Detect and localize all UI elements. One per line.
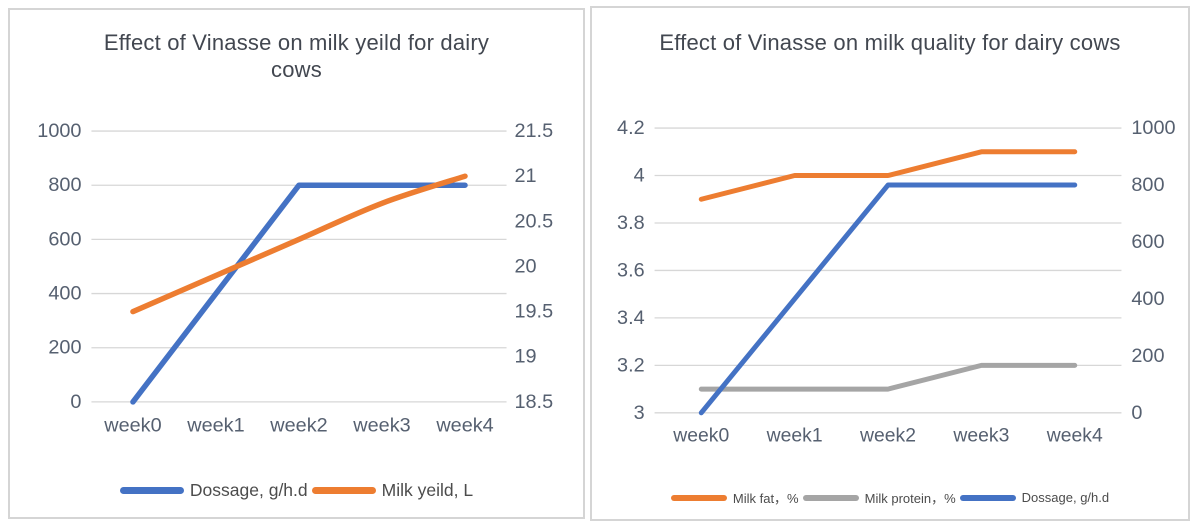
legend-swatch xyxy=(119,487,184,494)
legend-item: Milk yeild, L xyxy=(311,480,474,501)
left-axis-tick: 0 xyxy=(70,391,81,413)
left-axis-tick: 400 xyxy=(48,283,81,305)
right-axis-tick: 18.5 xyxy=(514,391,553,413)
x-axis-category-label: week1 xyxy=(766,425,823,447)
right-axis-tick: 600 xyxy=(1131,231,1164,253)
legend-label: Dossage, g/h.d xyxy=(1021,490,1110,505)
left-axis-tick: 600 xyxy=(48,228,81,250)
right-axis-tick: 21.5 xyxy=(514,120,553,142)
left-axis-tick: 3.8 xyxy=(617,212,645,234)
legend-item: Milk fat，% xyxy=(670,488,799,507)
chart-title-milk-quality: Effect of Vinasse on milk quality for da… xyxy=(659,30,1121,55)
x-axis-category-label: week3 xyxy=(352,415,410,437)
right-axis-tick: 19 xyxy=(514,346,536,368)
chart-panel-milk-yield: Effect of Vinasse on milk yeild for dair… xyxy=(8,8,585,519)
chart-panel-milk-quality: Effect of Vinasse on milk quality for da… xyxy=(590,6,1190,521)
legend-item: Dossage, g/h.d xyxy=(119,480,308,501)
line-chart-milk-quality: 4.2 4 3.8 3.6 3.4 3.2 3 1000 800 600 400 200 0 week0 w… xyxy=(617,117,1176,447)
series-line xyxy=(698,362,1078,392)
right-axis-tick: 400 xyxy=(1131,288,1164,310)
chart-legend-milk-yield: Dossage, g/h.d Milk yeild, L xyxy=(10,480,583,501)
right-axis-tick: 1000 xyxy=(1131,117,1175,139)
right-axis-tick: 0 xyxy=(1131,402,1142,424)
left-axis-tick: 4.2 xyxy=(617,117,645,139)
legend-label: Milk fat，% xyxy=(732,491,799,506)
left-axis-tick: 800 xyxy=(48,174,81,196)
right-axis-tick: 20.5 xyxy=(514,210,553,232)
legend-swatch xyxy=(959,494,1016,501)
x-axis-category-label: week0 xyxy=(672,425,729,447)
legend-swatch xyxy=(802,494,859,501)
series-line xyxy=(698,182,1078,416)
legend-label: Milk protein，% xyxy=(864,491,956,506)
x-axis-category-label: week1 xyxy=(186,415,244,437)
legend-item: Milk protein，% xyxy=(802,488,956,507)
x-axis-category-label: week0 xyxy=(103,415,161,437)
x-axis-category-label: week2 xyxy=(859,425,916,447)
chart-legend-milk-quality: Milk fat，% Milk protein，% Dossage, g/h.d xyxy=(592,488,1188,507)
left-axis-tick: 4 xyxy=(634,165,645,187)
series-line xyxy=(130,173,468,315)
left-axis-tick: 3.6 xyxy=(617,259,645,281)
left-axis-tick: 1000 xyxy=(37,120,81,142)
series-line xyxy=(698,149,1078,202)
legend-swatch xyxy=(670,494,727,501)
x-axis-category-label: week3 xyxy=(952,425,1009,447)
chart-title-milk-yield: Effect of Vinasse on milk yeild for dair… xyxy=(103,30,490,82)
legend-label: Dossage, g/h.d xyxy=(189,480,308,500)
line-chart-milk-yield: 1000 800 600 400 200 0 21.5 21 20.5 20 19.5 19 18.5 w… xyxy=(37,120,553,437)
right-axis-tick: 800 xyxy=(1131,174,1164,196)
right-axis-tick: 20 xyxy=(514,255,536,277)
right-axis-tick: 21 xyxy=(514,165,536,187)
legend-label: Milk yeild, L xyxy=(381,480,474,500)
right-axis-tick: 200 xyxy=(1131,345,1164,367)
x-axis-category-label: week2 xyxy=(269,415,327,437)
legend-item: Dossage, g/h.d xyxy=(959,490,1110,505)
left-axis-tick: 3.4 xyxy=(617,307,645,329)
left-axis-tick: 3 xyxy=(634,402,645,424)
series-line xyxy=(130,182,468,405)
right-axis-tick: 19.5 xyxy=(514,301,553,323)
x-axis-category-label: week4 xyxy=(435,415,493,437)
legend-swatch xyxy=(311,487,376,494)
x-axis-category-label: week4 xyxy=(1046,425,1103,447)
left-axis-tick: 200 xyxy=(48,337,81,359)
left-axis-tick: 3.2 xyxy=(617,354,645,376)
